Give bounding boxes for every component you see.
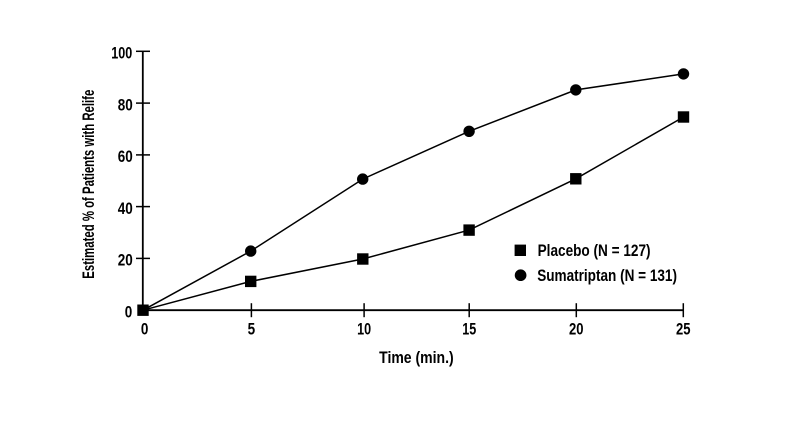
svg-text:Placebo (N = 127): Placebo (N = 127) (538, 242, 651, 260)
svg-text:10: 10 (357, 321, 371, 339)
svg-text:5: 5 (248, 321, 256, 339)
svg-text:100: 100 (111, 45, 132, 63)
svg-text:20: 20 (569, 321, 584, 339)
svg-text:20: 20 (118, 252, 133, 270)
svg-text:80: 80 (118, 96, 133, 114)
svg-text:Estimated % of Patients with R: Estimated % of Patients with Relife (80, 90, 98, 279)
svg-text:60: 60 (118, 148, 133, 166)
svg-text:Sumatriptan (N = 131): Sumatriptan (N = 131) (537, 267, 677, 285)
svg-text:15: 15 (462, 321, 476, 339)
svg-text:0: 0 (125, 303, 133, 321)
svg-text:Time (min.): Time (min.) (379, 349, 454, 367)
svg-text:25: 25 (676, 321, 691, 339)
svg-text:40: 40 (118, 200, 133, 218)
svg-text:0: 0 (141, 321, 149, 339)
